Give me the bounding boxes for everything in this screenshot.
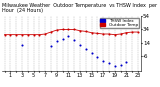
Point bbox=[67, 35, 70, 37]
Point bbox=[108, 63, 110, 64]
Point bbox=[119, 64, 122, 66]
Point bbox=[90, 52, 93, 54]
Point bbox=[55, 41, 58, 42]
Point bbox=[61, 38, 64, 39]
Point bbox=[21, 44, 23, 46]
Point bbox=[113, 65, 116, 67]
Legend: THSW Index, Outdoor Temp: THSW Index, Outdoor Temp bbox=[100, 18, 139, 28]
Point bbox=[50, 46, 52, 47]
Point bbox=[84, 48, 87, 50]
Text: Milwaukee Weather  Outdoor Temperature  vs THSW Index  per Hour  (24 Hours): Milwaukee Weather Outdoor Temperature vs… bbox=[2, 3, 157, 13]
Point bbox=[79, 44, 81, 46]
Point bbox=[96, 56, 99, 58]
Point bbox=[73, 39, 75, 41]
Point bbox=[125, 62, 128, 63]
Point bbox=[102, 60, 104, 62]
